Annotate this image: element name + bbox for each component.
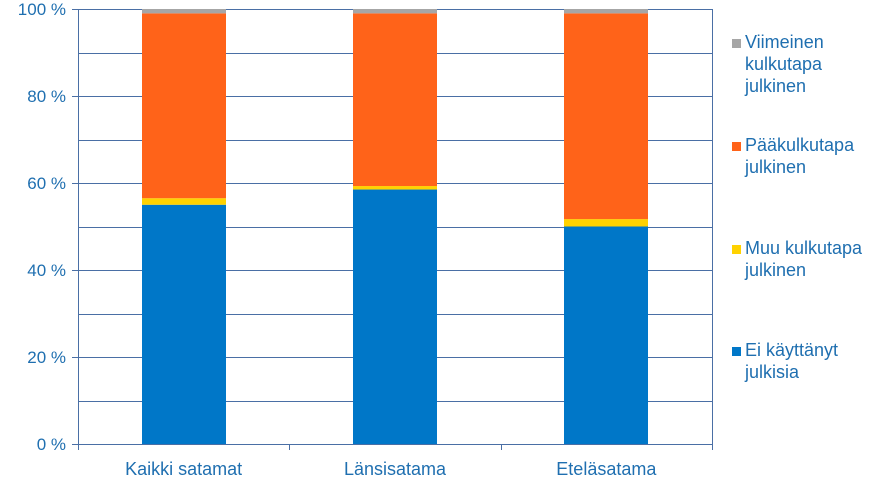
bar-segment (353, 186, 437, 190)
y-tick-label: 100 % (18, 0, 66, 19)
legend-label: Viimeinen (745, 32, 824, 52)
bar-segment (142, 13, 226, 199)
bar-segment (564, 226, 648, 444)
x-category-label: Eteläsatama (556, 459, 657, 479)
bar-segment (142, 9, 226, 14)
y-tick-label: 80 % (27, 87, 66, 106)
bar-segment (142, 204, 226, 444)
legend-label: julkinen (744, 260, 806, 280)
legend-label: Pääkulkutapa (745, 135, 855, 155)
y-tick-label: 40 % (27, 261, 66, 280)
legend-swatch (732, 39, 741, 48)
y-tick-label: 60 % (27, 174, 66, 193)
bar-segment (142, 198, 226, 205)
bar-segment (564, 9, 648, 14)
bar-segment (353, 13, 437, 187)
legend-label: julkisia (744, 362, 800, 382)
bar-segment (564, 13, 648, 220)
bar-segment (353, 9, 437, 14)
bar-segment (353, 189, 437, 444)
legend-label: Ei käyttänyt (745, 340, 838, 360)
legend-label: kulkutapa (745, 54, 823, 74)
legend-swatch (732, 142, 741, 151)
y-tick-labels: 0 % 20 % 40 % 60 % 80 % 100 % (18, 0, 66, 454)
y-tick-label: 0 % (37, 435, 66, 454)
y-tick-label: 20 % (27, 348, 66, 367)
x-category-labels: Kaikki satamat Länsisatama Eteläsatama (125, 459, 657, 479)
legend-label: Muu kulkutapa (745, 238, 863, 258)
x-category-label: Kaikki satamat (125, 459, 242, 479)
bars (142, 9, 648, 444)
x-category-label: Länsisatama (344, 459, 447, 479)
legend-label: julkinen (744, 157, 806, 177)
legend: ViimeinenkulkutapajulkinenPääkulkutapaju… (732, 32, 863, 382)
legend-label: julkinen (744, 76, 806, 96)
axes (72, 9, 713, 450)
legend-swatch (732, 245, 741, 254)
bar-segment (564, 219, 648, 227)
legend-swatch (732, 347, 741, 356)
